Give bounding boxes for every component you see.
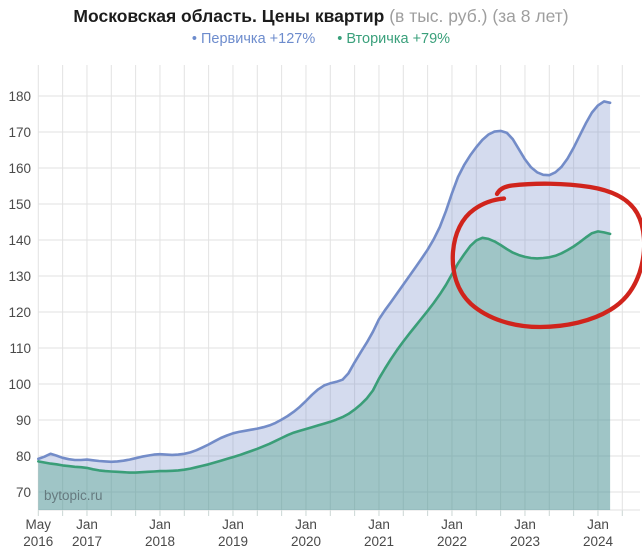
x-axis-label-month: Jan (514, 517, 536, 532)
x-axis-label-year: 2016 (23, 534, 53, 549)
x-axis-label-year: 2024 (583, 534, 614, 549)
x-axis-label-year: 2023 (510, 534, 540, 549)
y-axis-label: 120 (8, 305, 31, 320)
x-axis-label-month: Jan (441, 517, 463, 532)
x-axis-label-month: Jan (149, 517, 171, 532)
watermark-text: bytopic.ru (44, 488, 103, 503)
x-axis-label-year: 2017 (72, 534, 102, 549)
y-axis-label: 70 (16, 485, 31, 500)
chart-title-subtitle: (в тыс. руб.) (за 8 лет) (389, 6, 569, 26)
x-axis-label-year: 2022 (437, 534, 467, 549)
x-axis-label-month: Jan (368, 517, 390, 532)
y-axis-label: 170 (8, 125, 31, 140)
x-axis-label-year: 2019 (218, 534, 248, 549)
chart-title-main: Московская область. Цены квартир (73, 6, 385, 26)
y-axis-label: 130 (8, 269, 31, 284)
y-axis-label: 150 (8, 197, 31, 212)
x-axis-label-month: Jan (587, 517, 609, 532)
y-axis-label: 180 (8, 89, 31, 104)
x-axis-label-year: 2018 (145, 534, 175, 549)
x-axis-label-month: Jan (76, 517, 98, 532)
series-area-pervichka (38, 101, 611, 511)
legend-item-vtorichka: • Вторичка +79% (337, 31, 451, 47)
series-line-pervichka (37, 100, 612, 464)
chart-legend: • Первичка +127% • Вторичка +79% (0, 30, 642, 48)
x-axis-label-year: 2021 (364, 534, 394, 549)
x-axis-label-month: Jan (295, 517, 317, 532)
y-axis-label: 100 (8, 377, 31, 392)
chart-header: Московская область. Цены квартир (в тыс.… (0, 5, 642, 48)
y-axis-label: 110 (9, 341, 31, 356)
x-axis-label-month: May (26, 517, 52, 532)
y-axis-label: 90 (16, 413, 31, 428)
y-axis-label: 140 (8, 233, 31, 248)
x-axis-label-month: Jan (222, 517, 244, 532)
red-circle-annotation (450, 181, 642, 330)
chart-title: Московская область. Цены квартир (в тыс.… (0, 5, 642, 27)
y-axis-label: 80 (16, 449, 31, 464)
x-axis-label-year: 2020 (291, 534, 321, 549)
legend-item-pervichka: • Первичка +127% (191, 31, 316, 47)
y-axis-label: 160 (8, 161, 31, 176)
series-line-vtorichka (37, 230, 612, 474)
